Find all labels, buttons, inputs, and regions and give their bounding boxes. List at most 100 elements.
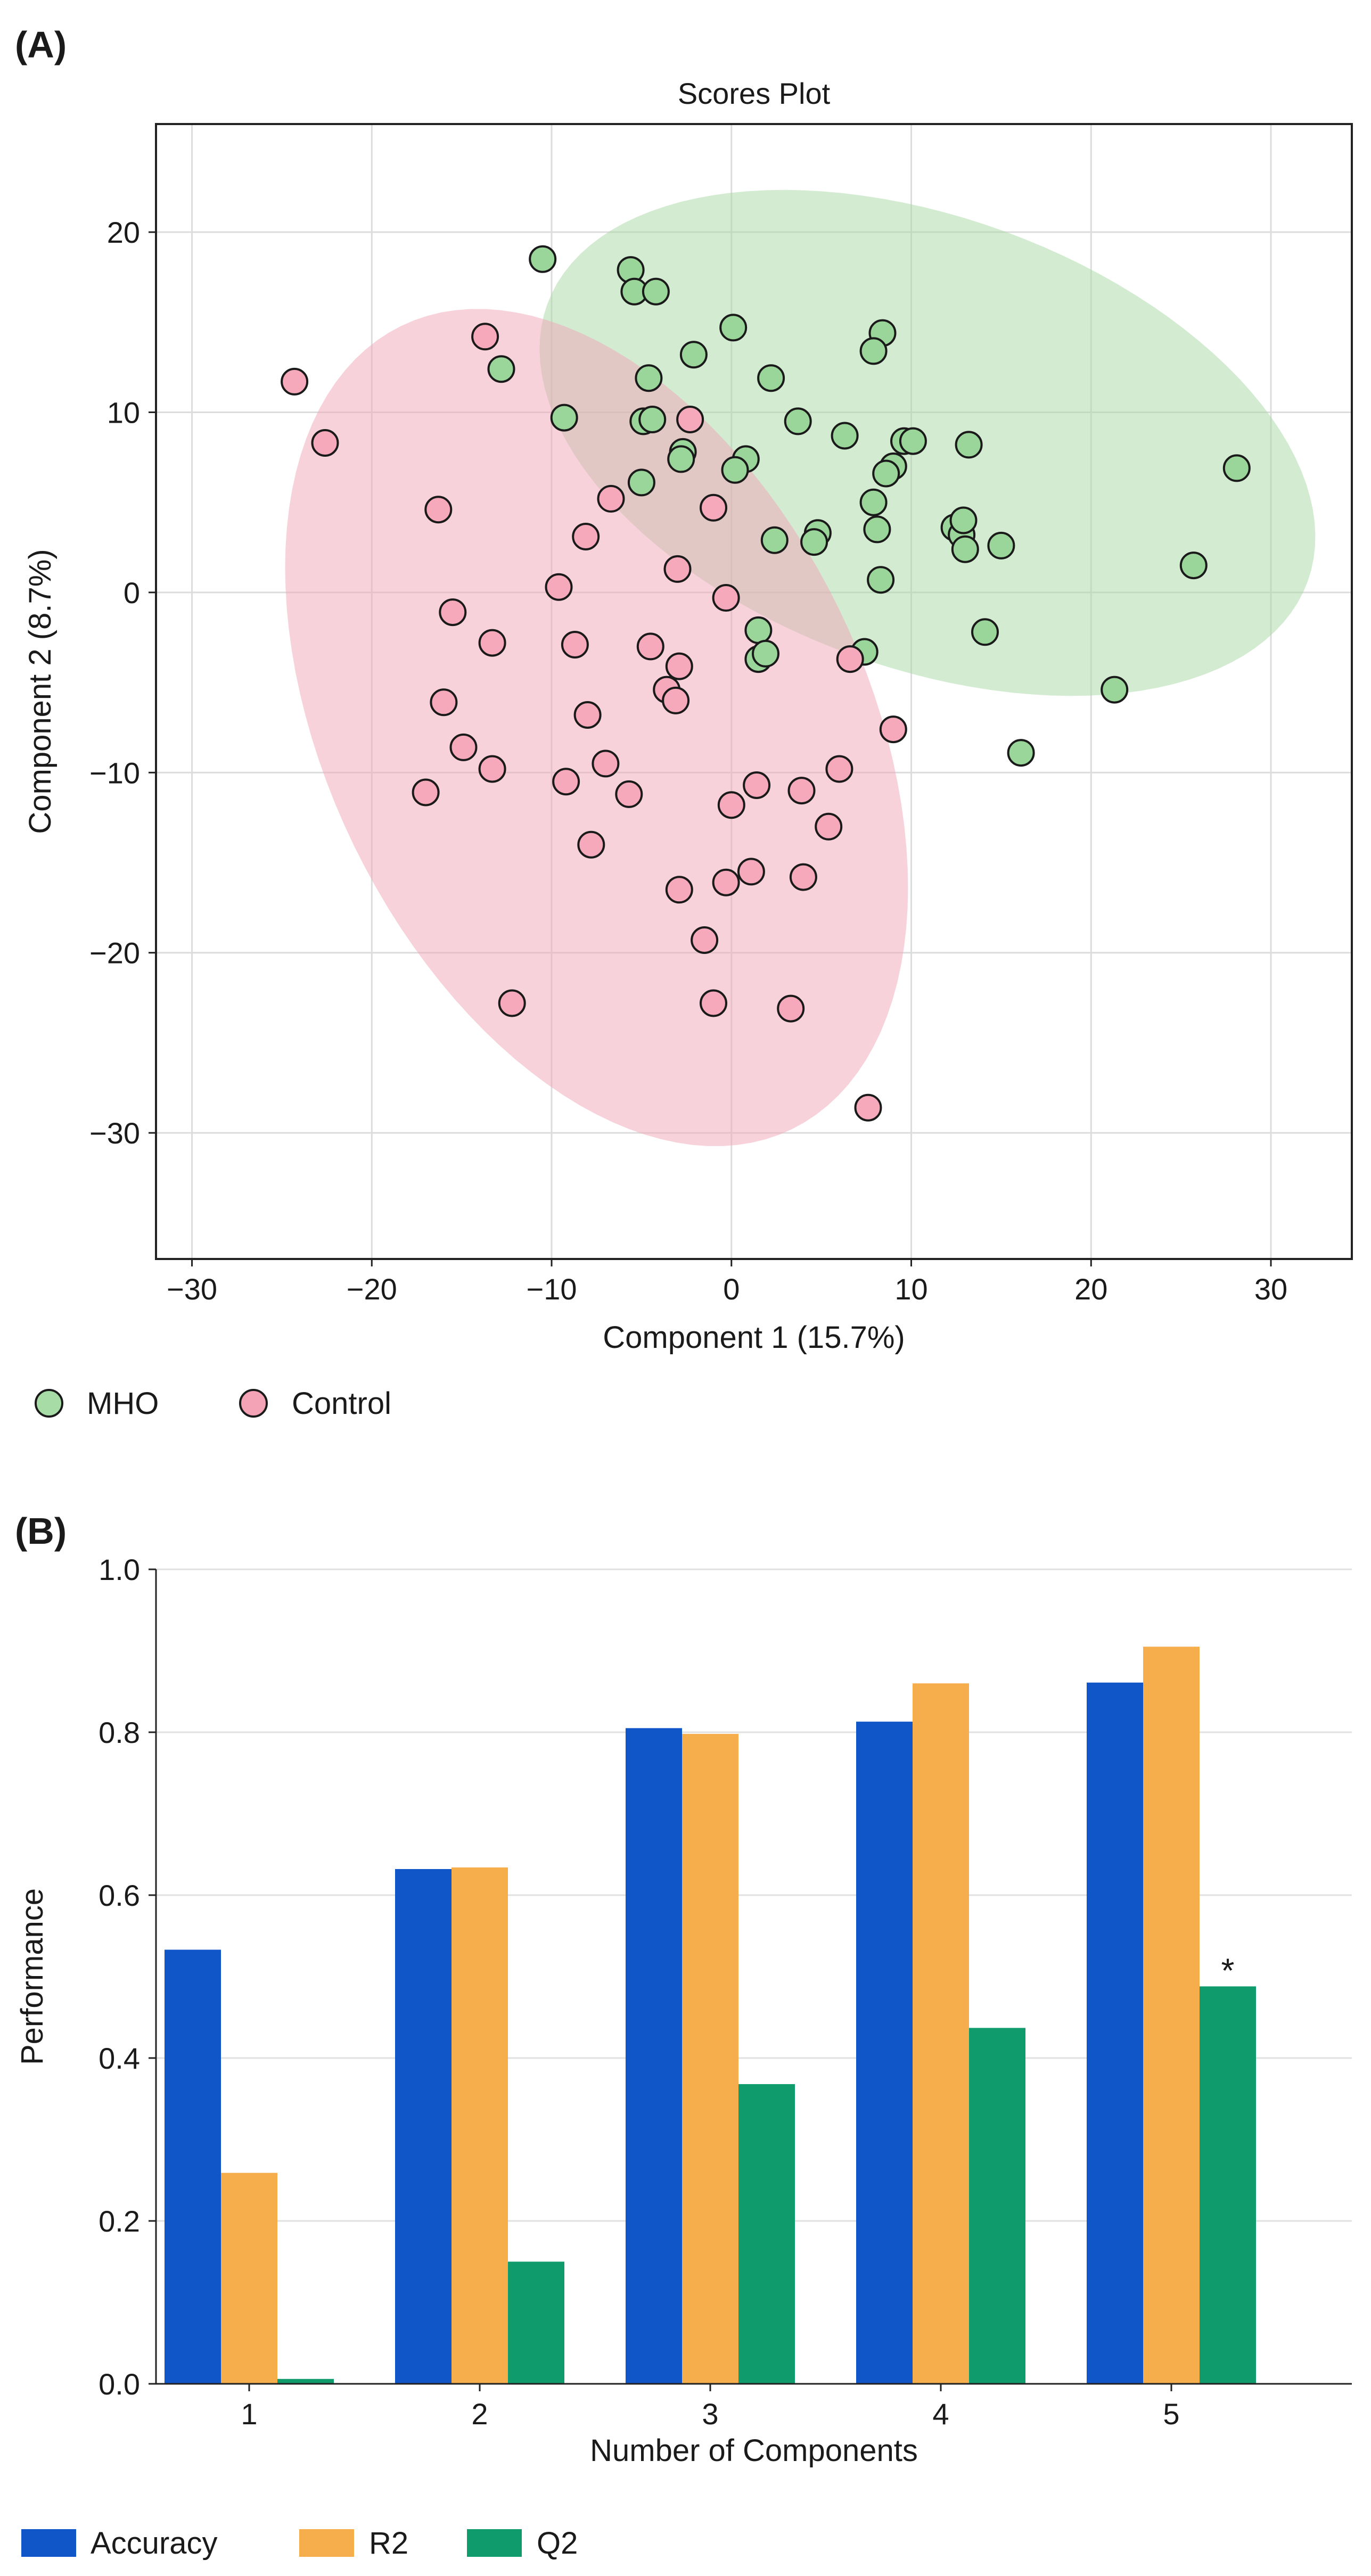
x-tick-label: −20 [347, 1272, 397, 1306]
point-mho [971, 618, 999, 646]
legend-label-control: Control [292, 1386, 391, 1421]
point-control [854, 1093, 882, 1122]
bar-accuracy-5 [1087, 1682, 1143, 2384]
point-mho [863, 515, 891, 544]
point-control [552, 768, 580, 796]
point-control [836, 645, 864, 673]
bar-r2-2 [451, 1867, 508, 2384]
point-mho [744, 616, 773, 644]
legend-item-control: Control [239, 1386, 391, 1421]
x-tick-label: 20 [1074, 1272, 1107, 1306]
bar-q2-3 [738, 2084, 795, 2384]
point-control [561, 631, 589, 659]
point-control [676, 406, 704, 433]
point-control [471, 323, 499, 351]
point-mho [752, 639, 779, 668]
point-control [662, 686, 690, 714]
point-mho [831, 422, 859, 450]
y-tick-label: −30 [89, 1116, 140, 1150]
legend-item-accuracy: Accuracy [21, 2526, 218, 2561]
y-tick-label: 10 [107, 396, 140, 429]
point-mho [760, 526, 789, 554]
point-control [825, 755, 853, 783]
point-mho [721, 456, 749, 484]
point-mho [951, 535, 979, 563]
point-control [498, 989, 526, 1017]
y-tick-label: 1.0 [98, 1553, 140, 1586]
legend-swatch-r2 [299, 2529, 354, 2557]
panel-a-scores-plot: (A) Scores Plot −30 −20 −10 0 10 20 30 −30−20−… [15, 24, 1353, 1421]
point-control [573, 701, 602, 729]
point-mho [899, 427, 927, 455]
point-mho [987, 531, 1015, 559]
x-tick-label: 1 [241, 2397, 257, 2431]
y-tick-label: 0.0 [98, 2367, 140, 2401]
legend-marker-control [239, 1389, 268, 1418]
point-mho [1007, 739, 1035, 767]
point-control [712, 868, 740, 896]
point-mho [642, 277, 670, 306]
point-control [597, 484, 625, 513]
y-tick-label: −10 [89, 756, 140, 789]
point-mho [867, 566, 895, 594]
point-mho [627, 468, 655, 497]
point-control [430, 688, 458, 717]
x-tick-label: 5 [1163, 2397, 1179, 2431]
bar-y-axis-label: Performance [15, 1888, 50, 2065]
point-mho [1222, 454, 1251, 482]
legend-swatch-q2 [467, 2529, 522, 2557]
point-control [787, 777, 816, 805]
point-control [636, 632, 664, 661]
x-tick-label: 2 [471, 2397, 488, 2431]
point-control [743, 771, 771, 799]
bar-x-ticks: 1 2 3 4 5 [241, 2384, 1180, 2431]
point-control [615, 780, 643, 808]
legend-label-r2: R2 [369, 2526, 408, 2561]
significance-marker: * [1221, 1951, 1235, 1989]
bar-y-ticks: 0.0 0.2 0.4 0.6 0.8 1.0 [98, 1553, 156, 2401]
x-tick-label: −30 [167, 1272, 217, 1306]
legend-item-q2: Q2 [467, 2526, 578, 2561]
bar-q2-2 [508, 2261, 564, 2384]
point-mho [859, 488, 888, 516]
point-control [737, 858, 765, 886]
scatter-title: Scores Plot [678, 77, 831, 110]
point-mho [529, 245, 557, 273]
point-control [815, 812, 843, 841]
point-mho [949, 506, 978, 534]
bar-x-axis-label: Number of Components [590, 2433, 918, 2468]
point-control [281, 367, 309, 396]
bar-accuracy-4 [856, 1722, 913, 2384]
point-control [478, 755, 506, 783]
point-control [412, 778, 440, 806]
point-control [665, 876, 693, 904]
point-control [592, 750, 620, 778]
scatter-y-ticks: −30 −20 −10 0 10 20 [89, 216, 156, 1150]
point-mho [719, 314, 748, 342]
point-control [439, 598, 467, 627]
point-mho [1101, 676, 1129, 704]
bar-accuracy-1 [165, 1949, 221, 2384]
point-mho [635, 364, 663, 392]
bar-q2-5 [1200, 1986, 1256, 2384]
legend-marker-mho [35, 1389, 63, 1418]
bar-q2-4 [969, 2028, 1025, 2384]
y-tick-label: 0.6 [98, 1879, 140, 1912]
point-mho [487, 355, 515, 383]
x-tick-label: 10 [894, 1272, 927, 1306]
point-control [572, 523, 600, 550]
x-tick-label: −10 [527, 1272, 577, 1306]
y-tick-label: −20 [89, 936, 140, 970]
bar-accuracy-3 [626, 1728, 682, 2384]
panel-a-label: (A) [15, 24, 67, 65]
point-mho [638, 406, 667, 433]
point-mho [784, 407, 812, 435]
point-control [717, 791, 745, 819]
scatter-legend: MHO Control [35, 1386, 391, 1421]
bar-r2-1 [221, 2172, 277, 2384]
legend-label-accuracy: Accuracy [91, 2526, 218, 2561]
x-tick-label: 4 [932, 2397, 949, 2431]
legend-label-mho: MHO [87, 1386, 159, 1421]
point-control [691, 926, 719, 954]
